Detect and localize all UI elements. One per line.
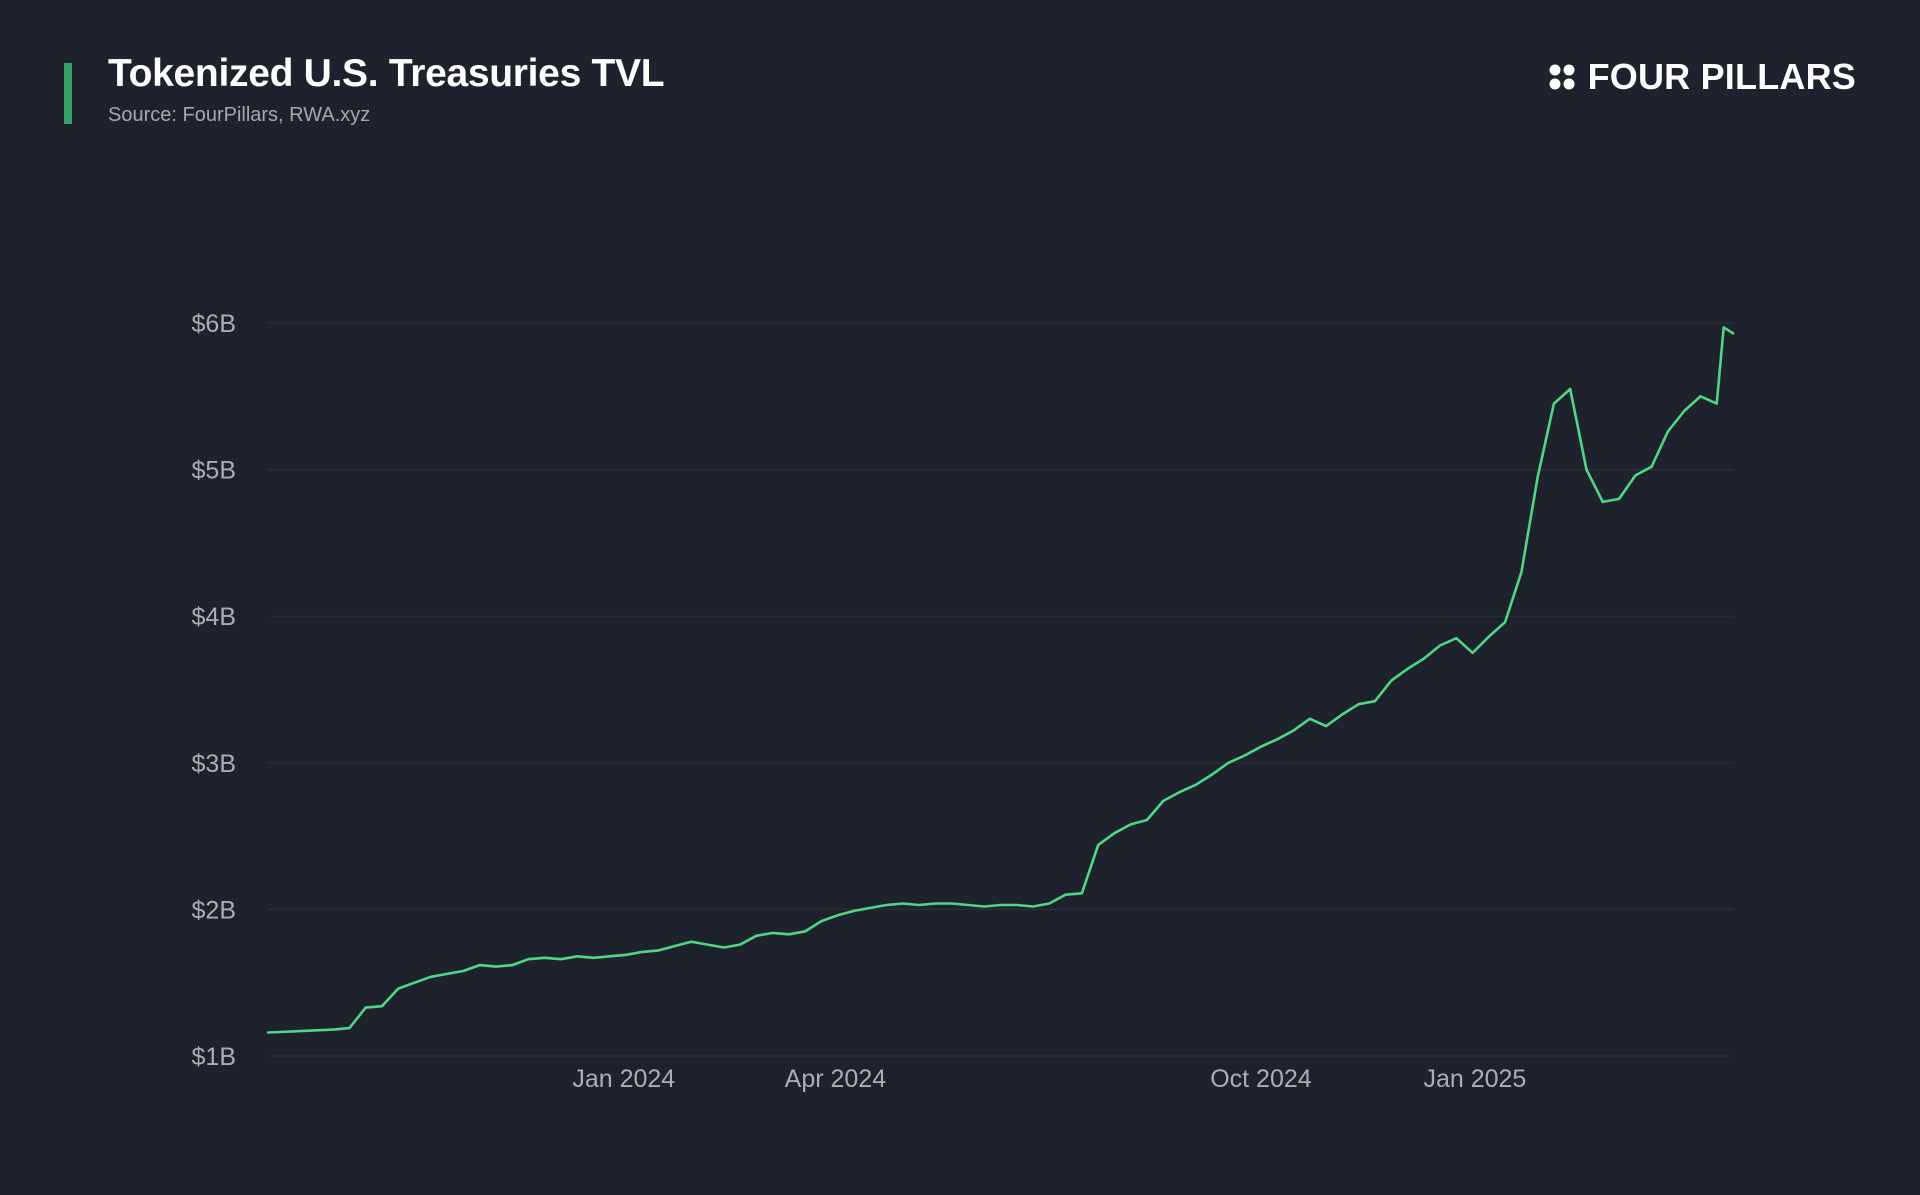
chart-source: Source: FourPillars, RWA.xyz [108, 104, 371, 126]
y-tick-label: $6B [192, 310, 236, 338]
four-dots-icon [1549, 64, 1575, 90]
grid-lines [268, 322, 1733, 1057]
series-line [266, 326, 1735, 1034]
brand-name: FOUR PILLARS [1587, 56, 1856, 97]
chart-title: Tokenized U.S. Treasuries TVL [108, 52, 665, 95]
x-tick-label: Apr 2024 [785, 1065, 887, 1093]
x-tick-label: Jan 2024 [572, 1065, 675, 1093]
series-layer [266, 326, 1735, 1034]
x-tick-label: Jan 2025 [1423, 1065, 1526, 1093]
y-tick-label: $3B [192, 750, 236, 778]
y-tick-label: $5B [192, 457, 236, 485]
brand-logo: FOUR PILLARS [1548, 56, 1856, 98]
y-tick-label: $1B [192, 1043, 236, 1071]
y-tick-label: $4B [192, 603, 236, 631]
x-axis-ticks: Jan 2024 Apr 2024 Oct 2024 Jan 2025 [572, 1065, 1526, 1093]
x-tick-label: Oct 2024 [1210, 1065, 1312, 1093]
y-tick-label: $2B [192, 896, 236, 924]
title-accent-bar [64, 63, 72, 124]
y-axis-ticks: $1B $2B $3B $4B $5B $6B [192, 310, 236, 1071]
